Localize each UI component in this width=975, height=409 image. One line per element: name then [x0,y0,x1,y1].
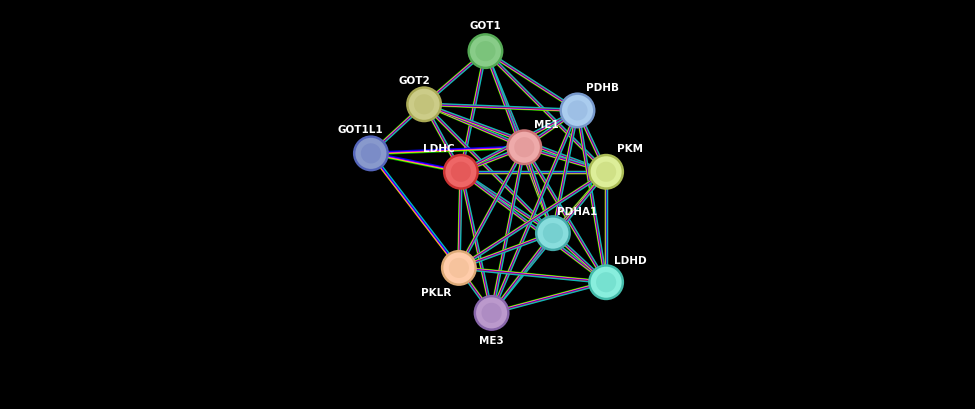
Circle shape [588,264,624,300]
Circle shape [446,156,477,187]
Text: PDHB: PDHB [586,83,618,93]
Circle shape [537,218,568,249]
Circle shape [509,132,540,163]
Circle shape [450,162,471,182]
Text: PKM: PKM [617,144,643,154]
Circle shape [413,93,429,109]
Text: PDHA1: PDHA1 [558,207,598,217]
Text: PKLR: PKLR [421,288,451,298]
Circle shape [596,272,616,292]
Circle shape [474,295,510,331]
Circle shape [448,258,469,278]
Circle shape [360,142,375,158]
Text: GOT1: GOT1 [470,21,501,31]
Circle shape [476,41,495,61]
Circle shape [441,250,477,286]
Text: ME3: ME3 [480,336,504,346]
Circle shape [407,86,442,122]
Circle shape [560,92,596,128]
Circle shape [476,297,507,328]
Circle shape [595,271,610,287]
Text: GOT1L1: GOT1L1 [338,125,383,135]
Circle shape [482,303,502,323]
Circle shape [596,162,616,182]
Circle shape [562,95,593,126]
Circle shape [595,161,610,176]
Circle shape [566,99,582,115]
Circle shape [542,222,558,238]
Circle shape [514,137,534,157]
Circle shape [514,136,529,152]
Circle shape [444,252,475,283]
Circle shape [448,257,463,272]
Circle shape [361,143,381,164]
Circle shape [414,94,434,115]
Circle shape [535,215,571,251]
Circle shape [475,40,490,56]
Text: ME1: ME1 [534,120,560,130]
Circle shape [591,156,622,187]
Circle shape [443,154,479,190]
Circle shape [470,36,501,67]
Text: LDHD: LDHD [614,256,647,266]
Circle shape [588,154,624,190]
Circle shape [353,135,389,171]
Circle shape [467,33,503,69]
Circle shape [567,100,588,121]
Circle shape [543,223,563,243]
Circle shape [506,129,542,165]
Circle shape [356,138,386,169]
Circle shape [481,302,496,317]
Text: LDHC: LDHC [422,144,454,154]
Circle shape [450,161,466,176]
Circle shape [409,89,440,120]
Circle shape [591,267,622,298]
Text: GOT2: GOT2 [398,76,430,85]
